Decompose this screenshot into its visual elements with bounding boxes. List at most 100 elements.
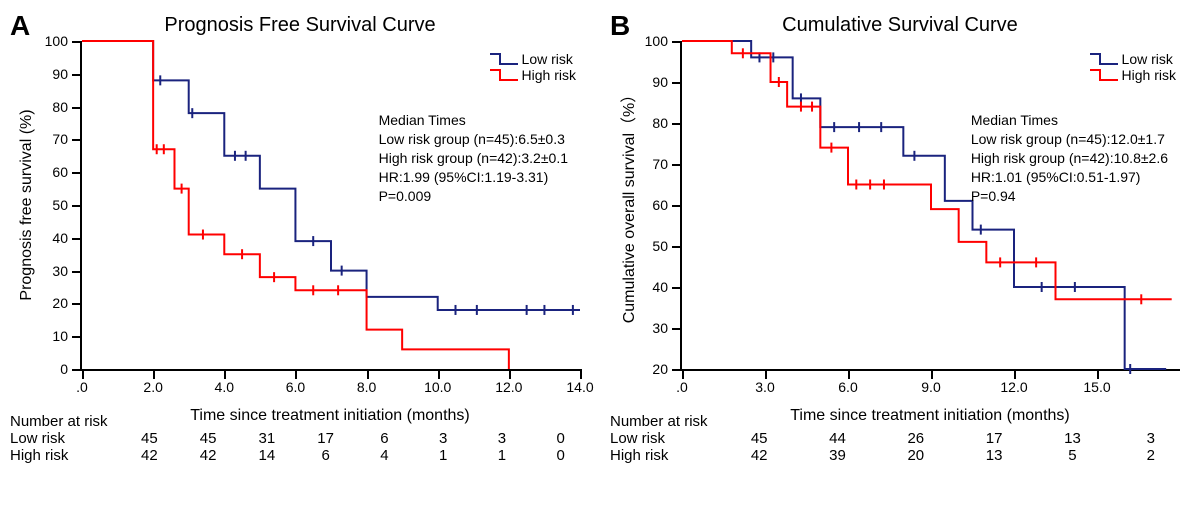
plot-area-b: Cumulative overall survival（%） Low risk … [680,41,1180,371]
y-tick-label: 20 [42,295,68,311]
stats-header-b: Median Times [971,111,1168,130]
y-tick-label: 80 [642,115,668,131]
legend-low-b: Low risk [1090,51,1176,67]
stats-hr-b: HR:1.01 (95%CI:0.51-1.97) [971,168,1168,187]
risk-cell: 14 [238,447,297,464]
risk-cell: 4 [355,447,414,464]
risk-header-b: Number at risk [610,413,710,430]
risk-low-label-a: Low risk [10,430,110,447]
risk-cell: 1 [473,447,532,464]
risk-cell: 45 [179,430,238,447]
legend-low-label-a: Low risk [522,51,573,67]
y-axis-label-b: Cumulative overall survival（%） [615,87,639,324]
x-tick-label: 15.0 [1083,379,1110,395]
risk-header-a: Number at risk [10,413,110,430]
y-tick-label: 0 [42,361,68,377]
risk-cell: 17 [955,430,1033,447]
risk-cell: 44 [798,430,876,447]
risk-cell: 2 [1112,447,1190,464]
x-tick-label: 6.0 [286,379,305,395]
legend-swatch-low-a [490,52,518,66]
y-tick-label: 100 [642,33,668,49]
y-tick-label: 90 [42,66,68,82]
stats-hr-a: HR:1.99 (95%CI:1.19-3.31) [379,168,568,187]
risk-cell: 3 [414,430,473,447]
risk-high-cells-a: 42421464110 [120,447,590,464]
risk-cell: 3 [1112,430,1190,447]
stats-high-b: High risk group (n=42):10.8±2.6 [971,149,1168,168]
legend-b: Low risk High risk [1090,51,1176,83]
legend-swatch-low-b [1090,52,1118,66]
stats-low-b: Low risk group (n=45):12.0±1.7 [971,130,1168,149]
panel-letter-b: B [610,10,630,42]
x-tick-label: 6.0 [838,379,857,395]
stats-p-a: P=0.009 [379,187,568,206]
x-tick-label: .0 [676,379,688,395]
y-tick-label: 60 [42,164,68,180]
stats-high-a: High risk group (n=42):3.2±0.1 [379,149,568,168]
y-tick-label: 80 [42,99,68,115]
y-tick-label: 50 [42,197,68,213]
y-axis-label-a: Prognosis free survival (%) [18,109,36,300]
plot-area-a: Prognosis free survival (%) Low risk Hig… [80,41,580,371]
x-tick-label: 2.0 [143,379,162,395]
legend-high-b: High risk [1090,67,1176,83]
x-tick-label: 10.0 [424,379,451,395]
x-tick-label: 9.0 [921,379,940,395]
risk-cell: 13 [955,447,1033,464]
y-tick-label: 50 [642,238,668,254]
risk-cell: 1 [414,447,473,464]
risk-high-label-b: High risk [610,447,710,464]
legend-low-label-b: Low risk [1122,51,1173,67]
risk-cell: 5 [1033,447,1111,464]
risk-low-cells-a: 454531176330 [120,430,590,447]
risk-cell: 42 [179,447,238,464]
legend-swatch-high-b [1090,68,1118,82]
stats-p-b: P=0.94 [971,187,1168,206]
risk-cell: 31 [238,430,297,447]
risk-cell: 13 [1033,430,1111,447]
x-tick-label: 12.0 [495,379,522,395]
risk-low-label-b: Low risk [610,430,710,447]
y-tick-label: 30 [42,263,68,279]
risk-cell: 3 [473,430,532,447]
y-tick-label: 10 [42,328,68,344]
chart-title-b: Cumulative Survival Curve [610,14,1190,37]
x-axis-label-a: Time since treatment initiation (months) [190,407,470,425]
panel-a: A Prognosis Free Survival Curve Prognosi… [10,10,590,503]
risk-cell: 39 [798,447,876,464]
x-tick-label: 3.0 [755,379,774,395]
risk-high-label-a: High risk [10,447,110,464]
y-tick-label: 70 [42,131,68,147]
legend-high-label-b: High risk [1122,67,1176,83]
panel-letter-a: A [10,10,30,42]
y-tick-label: 70 [642,156,668,172]
stats-box-b: Median Times Low risk group (n=45):12.0±… [971,111,1168,205]
stats-header-a: Median Times [379,111,568,130]
risk-cell: 0 [531,430,590,447]
x-tick-label: .0 [76,379,88,395]
legend-low-a: Low risk [490,51,576,67]
legend-swatch-high-a [490,68,518,82]
y-tick-label: 60 [642,197,668,213]
risk-cell: 42 [720,447,798,464]
risk-cell: 45 [120,430,179,447]
x-tick-label: 4.0 [215,379,234,395]
x-tick-label: 12.0 [1000,379,1027,395]
x-axis-label-b: Time since treatment initiation (months) [790,407,1070,425]
y-tick-label: 100 [42,33,68,49]
stats-low-a: Low risk group (n=45):6.5±0.3 [379,130,568,149]
y-tick-label: 30 [642,320,668,336]
risk-cell: 26 [877,430,955,447]
chart-title-a: Prognosis Free Survival Curve [10,14,590,37]
risk-cell: 6 [296,447,355,464]
risk-high-cells-b: 4239201352 [720,447,1190,464]
stats-box-a: Median Times Low risk group (n=45):6.5±0… [379,111,568,205]
risk-cell: 20 [877,447,955,464]
legend-a: Low risk High risk [490,51,576,83]
plot-b: Cumulative overall survival（%） Low risk … [680,41,1180,401]
y-tick-label: 40 [42,230,68,246]
risk-cell: 17 [296,430,355,447]
y-tick-label: 90 [642,74,668,90]
risk-low-cells-b: 45442617133 [720,430,1190,447]
